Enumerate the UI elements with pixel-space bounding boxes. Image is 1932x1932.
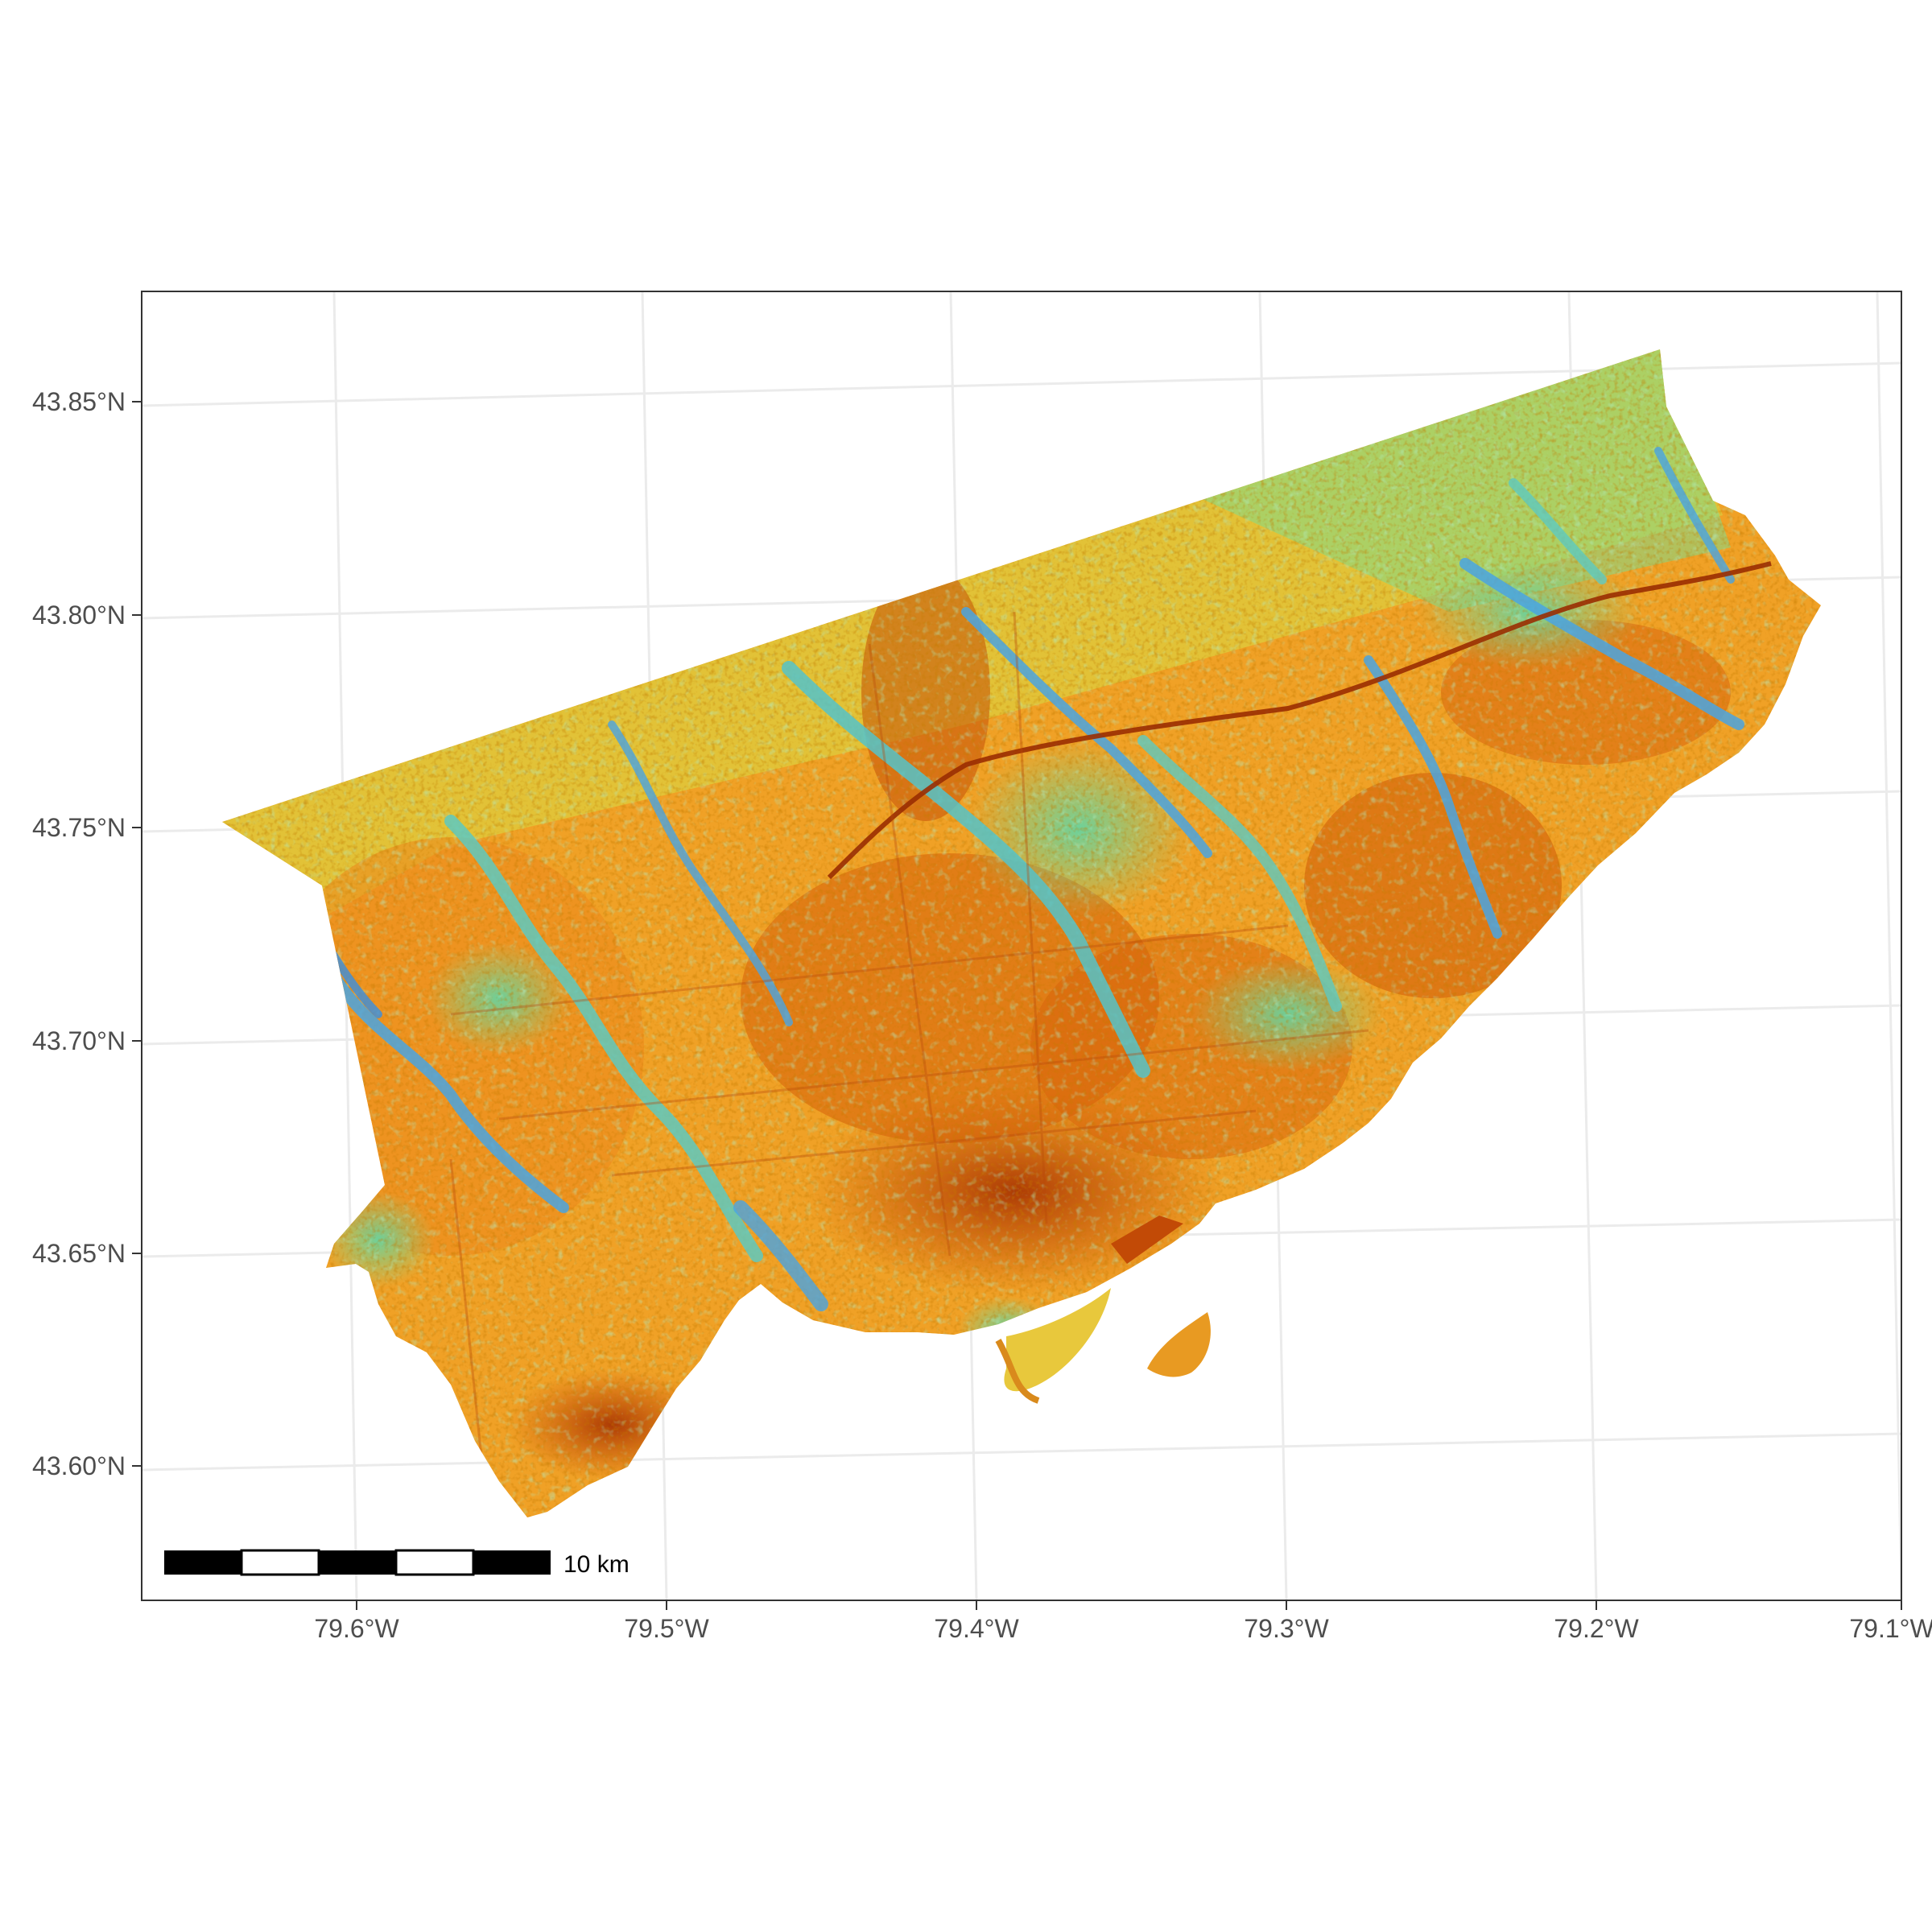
y-axis-labels: 43.85°N 43.80°N 43.75°N 43.70°N 43.65°N … bbox=[32, 387, 126, 1480]
gridline-lat-43.60 bbox=[142, 1432, 1901, 1472]
scale-bar-segment bbox=[240, 1549, 320, 1576]
y-tick-label: 43.85°N bbox=[32, 387, 126, 416]
x-tick-label: 79.3°W bbox=[1244, 1614, 1329, 1643]
scale-bar-segment bbox=[394, 1549, 475, 1576]
x-axis-labels: 79.6°W 79.5°W 79.4°W 79.3°W 79.2°W 79.1°… bbox=[314, 1614, 1932, 1643]
scale-bar-label: 10 km bbox=[564, 1551, 630, 1578]
x-tick-label: 79.4°W bbox=[934, 1614, 1019, 1643]
y-tick-label: 43.70°N bbox=[32, 1026, 126, 1055]
gridline-lon-79.1 bbox=[1876, 291, 1901, 1600]
panel-border bbox=[141, 291, 1902, 1601]
scale-bar: 10 km bbox=[164, 1549, 630, 1578]
y-tick-label: 43.65°N bbox=[32, 1239, 126, 1268]
scale-bar-segment bbox=[473, 1550, 551, 1575]
x-tick-label: 79.5°W bbox=[624, 1614, 709, 1643]
scale-bar-segment bbox=[319, 1550, 396, 1575]
islands bbox=[995, 1216, 1211, 1404]
x-tick-label: 79.1°W bbox=[1849, 1614, 1932, 1643]
x-tick-label: 79.6°W bbox=[314, 1614, 399, 1643]
scale-bar-segment bbox=[164, 1550, 242, 1575]
y-tick-label: 43.80°N bbox=[32, 601, 126, 630]
y-tick-label: 43.75°N bbox=[32, 813, 126, 842]
x-tick-label: 79.2°W bbox=[1554, 1614, 1639, 1643]
axis-ticks bbox=[132, 401, 1902, 1610]
y-tick-label: 43.60°N bbox=[32, 1451, 126, 1480]
